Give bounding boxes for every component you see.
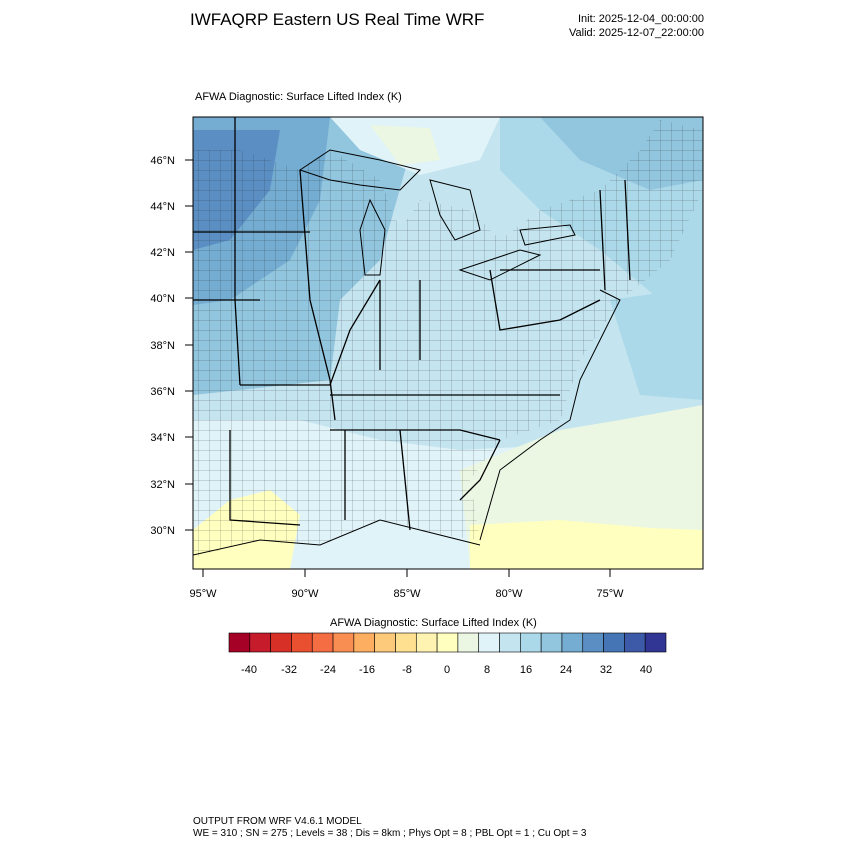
colorbar-title: AFWA Diagnostic: Surface Lifted Index (K… (330, 617, 537, 629)
lat-label: 38°N (150, 340, 175, 352)
lon-label: 80°W (495, 588, 523, 600)
valid-time: Valid: 2025-12-07_22:00:00 (569, 27, 704, 39)
colorbar-swatch (374, 632, 396, 653)
colorbar-tick-label: 40 (640, 664, 652, 676)
colorbar-swatch (415, 632, 438, 653)
colorbar-tick-label: -16 (359, 664, 375, 676)
lat-axis: 46°N 44°N 42°N 40°N 38°N 36°N 34°N 32°N … (150, 155, 193, 537)
footer-config-line: WE = 310 ; SN = 275 ; Levels = 38 ; Dis … (193, 828, 587, 839)
colorbar-swatch (499, 632, 521, 653)
lat-label: 36°N (150, 386, 175, 398)
gulf-coast (193, 519, 481, 556)
colorbar-swatch (249, 632, 271, 653)
state-boundaries (193, 117, 631, 531)
lake-superior (298, 149, 421, 191)
atlantic-coast (479, 289, 621, 541)
lat-label: 46°N (150, 155, 175, 167)
colorbar-swatch (228, 632, 251, 653)
colorbar-tick-label: -8 (402, 664, 412, 676)
lat-label: 44°N (150, 201, 175, 213)
plot-frame (192, 116, 704, 570)
colorbar-swatch (478, 632, 500, 653)
colorbar-tick-label: -40 (241, 664, 257, 676)
lat-label: 42°N (150, 247, 175, 259)
colorbar-swatch (311, 632, 334, 653)
main-title: IWFAQRP Eastern US Real Time WRF (190, 10, 485, 29)
colorbar-swatch (624, 632, 646, 653)
colorbar-swatch (436, 632, 459, 653)
lake-michigan (359, 198, 386, 276)
colorbar (228, 632, 667, 653)
colorbar-swatch (457, 632, 480, 653)
colorbar-tick-label: -24 (320, 664, 336, 676)
colorbar-tick-label: 16 (520, 664, 532, 676)
lake-huron (429, 179, 481, 241)
lon-label: 95°W (189, 588, 217, 600)
colorbar-swatch (561, 632, 584, 653)
colorbar-swatch (644, 632, 667, 653)
lake-erie (458, 249, 542, 281)
lat-label: 40°N (150, 293, 175, 305)
lat-label: 32°N (150, 479, 175, 491)
colorbar-labels: -40 -32 -24 -16 -8 0 8 16 24 32 40 (241, 664, 652, 676)
colorbar-swatch (270, 632, 292, 653)
colorbar-swatch (291, 632, 313, 653)
colorbar-tick-label: -32 (281, 664, 297, 676)
county-boundaries (193, 120, 703, 560)
colorbar-tick-label: 0 (444, 664, 450, 676)
colorbar-swatch (332, 632, 355, 653)
colorbar-swatch (603, 632, 625, 653)
colorbar-swatch (540, 632, 563, 653)
lon-axis: 95°W 90°W 85°W 80°W 75°W (189, 569, 624, 600)
colorbar-swatch (520, 632, 542, 653)
lat-label: 34°N (150, 432, 175, 444)
lat-label: 30°N (150, 525, 175, 537)
init-time: Init: 2025-12-04_00:00:00 (578, 13, 704, 25)
lon-label: 90°W (291, 588, 319, 600)
colorbar-tick-label: 8 (484, 664, 490, 676)
lon-label: 75°W (596, 588, 624, 600)
coastlines (193, 149, 621, 556)
lake-ontario (519, 224, 576, 246)
footer-model-line: OUTPUT FROM WRF V4.6.1 MODEL (193, 816, 362, 827)
colorbar-tick-label: 32 (600, 664, 612, 676)
colorbar-swatch (582, 632, 604, 653)
colorbar-swatch (353, 632, 375, 653)
colorbar-tick-label: 24 (560, 664, 572, 676)
colorbar-swatch (395, 632, 417, 653)
plot-subtitle: AFWA Diagnostic: Surface Lifted Index (K… (195, 91, 402, 103)
lon-label: 85°W (393, 588, 421, 600)
